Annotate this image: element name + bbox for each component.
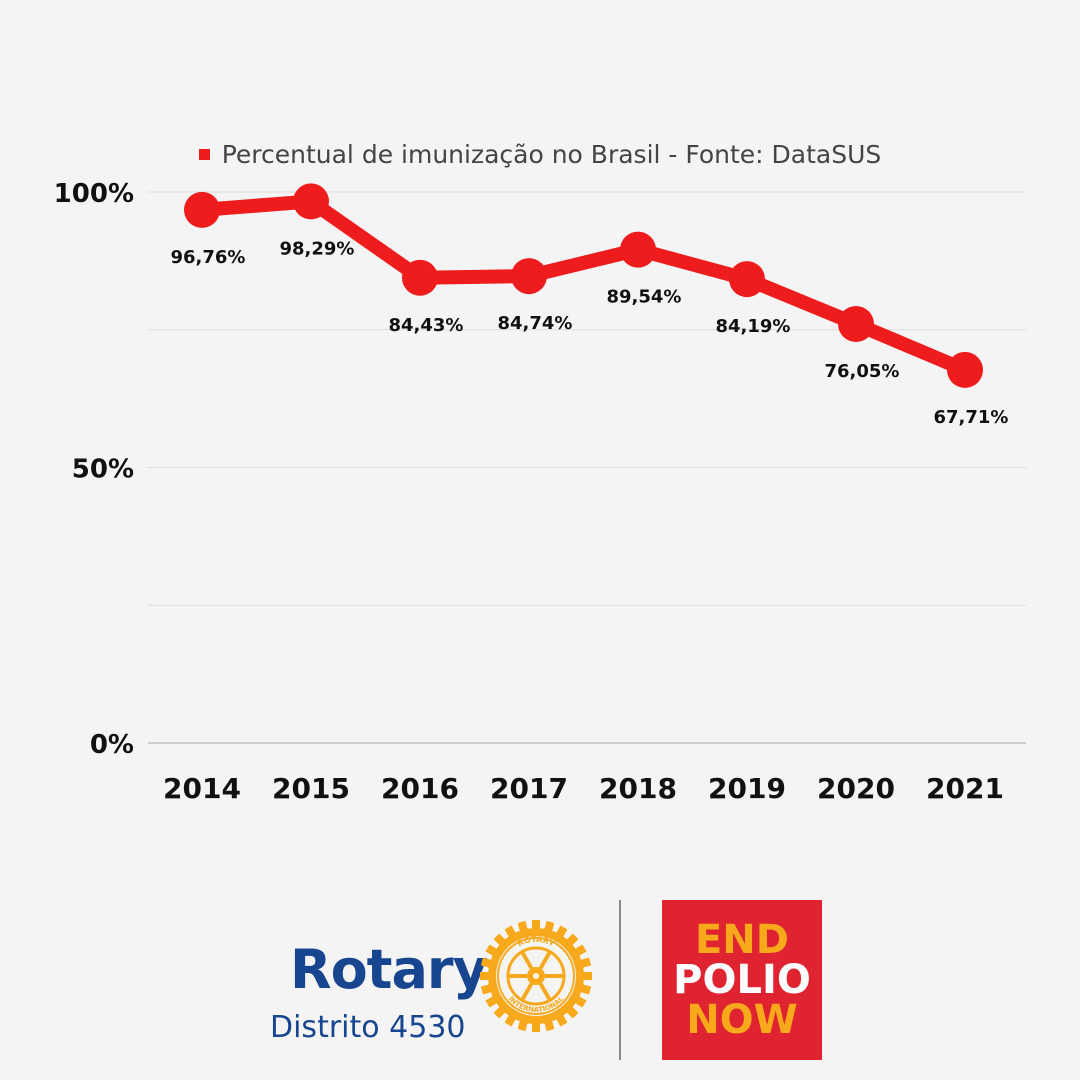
data-label: 84,74%	[498, 313, 573, 334]
data-label: 84,43%	[389, 315, 464, 336]
data-label: 96,76%	[171, 247, 246, 268]
data-point	[947, 351, 983, 388]
logo-divider	[619, 900, 621, 1060]
rotary-wordmark: Rotary	[290, 938, 488, 1001]
data-label: 76,05%	[825, 361, 900, 382]
legend-label: Percentual de imunização no Brasil - Fon…	[221, 140, 882, 169]
x-tick-label: 2017	[490, 772, 568, 805]
epn-end-text: END	[694, 917, 789, 963]
x-tick-label: 2015	[272, 772, 350, 805]
data-point	[511, 258, 547, 295]
line-chart: 0% 50% 100% 2014 2015 2016 2017 2018 2019 2020 202…	[54, 179, 1026, 805]
y-tick-label: 50%	[72, 455, 134, 485]
svg-text:ROTARY: ROTARY	[516, 935, 556, 948]
x-tick-label: 2014	[163, 772, 241, 805]
chart-legend: Percentual de imunização no Brasil - Fon…	[0, 140, 1080, 169]
rotary-district: Distrito 4530	[270, 1010, 466, 1045]
epn-polio-text: POLIO	[673, 957, 811, 1003]
x-tick-label: 2016	[381, 772, 459, 805]
y-tick-label: 0%	[90, 730, 134, 760]
x-tick-label: 2018	[599, 772, 677, 805]
data-point	[729, 261, 765, 298]
x-tick-label: 2019	[708, 772, 786, 805]
rotary-wheel-logo: ROTARY INTERNATIONAL	[480, 920, 592, 1032]
x-tick-label: 2021	[926, 772, 1004, 805]
epn-now-text: NOW	[686, 997, 798, 1043]
data-point	[838, 305, 874, 342]
series-line	[195, 194, 972, 377]
end-polio-now-logo: END POLIO NOW	[662, 900, 822, 1060]
x-tick-label: 2020	[817, 772, 895, 805]
data-point	[293, 183, 329, 220]
y-tick-label: 100%	[54, 179, 134, 209]
data-label: 98,29%	[280, 238, 355, 259]
legend-swatch	[198, 149, 210, 160]
data-label: 89,54%	[607, 287, 682, 308]
data-point	[620, 231, 656, 268]
rotary-wheel-text-top: ROTARY	[516, 935, 556, 948]
data-point	[184, 191, 220, 228]
data-point	[402, 259, 438, 296]
data-label: 84,19%	[716, 316, 791, 337]
data-label: 67,71%	[934, 407, 1009, 428]
